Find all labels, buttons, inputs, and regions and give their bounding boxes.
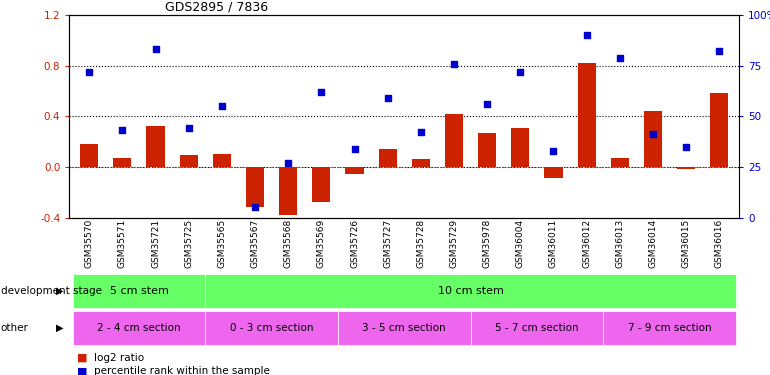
Text: GSM35568: GSM35568 bbox=[283, 219, 293, 268]
Point bbox=[182, 125, 195, 131]
Text: GSM35567: GSM35567 bbox=[250, 219, 259, 268]
Text: GSM35565: GSM35565 bbox=[217, 219, 226, 268]
Text: other: other bbox=[1, 323, 28, 333]
Text: GSM36014: GSM36014 bbox=[648, 219, 658, 268]
Bar bbox=[677, 167, 695, 170]
Text: GSM35726: GSM35726 bbox=[350, 219, 359, 268]
Text: GSM35725: GSM35725 bbox=[184, 219, 193, 268]
Bar bbox=[338, 311, 470, 345]
Text: ■: ■ bbox=[77, 366, 88, 375]
Text: GSM36004: GSM36004 bbox=[516, 219, 525, 268]
Text: ▶: ▶ bbox=[55, 286, 63, 296]
Text: GSM35570: GSM35570 bbox=[85, 219, 94, 268]
Bar bbox=[179, 156, 198, 167]
Point bbox=[415, 129, 427, 135]
Bar bbox=[72, 274, 206, 308]
Point bbox=[514, 69, 527, 75]
Point bbox=[581, 32, 593, 38]
Point bbox=[282, 160, 294, 166]
Title: GDS2895 / 7836: GDS2895 / 7836 bbox=[165, 1, 268, 14]
Text: GSM35727: GSM35727 bbox=[383, 219, 392, 268]
Bar bbox=[206, 274, 736, 308]
Text: GSM35728: GSM35728 bbox=[417, 219, 425, 268]
Point bbox=[216, 103, 228, 109]
Bar bbox=[206, 311, 338, 345]
Point bbox=[249, 204, 261, 210]
Point bbox=[481, 101, 494, 107]
Bar bbox=[578, 63, 596, 167]
Bar bbox=[544, 167, 563, 178]
Text: GSM36015: GSM36015 bbox=[681, 219, 691, 268]
Text: development stage: development stage bbox=[1, 286, 102, 296]
Text: GSM36012: GSM36012 bbox=[582, 219, 591, 268]
Text: ■: ■ bbox=[77, 353, 88, 363]
Text: log2 ratio: log2 ratio bbox=[94, 353, 144, 363]
Point bbox=[116, 128, 129, 134]
Point bbox=[647, 132, 659, 138]
Bar bbox=[279, 167, 297, 215]
Point bbox=[149, 46, 162, 53]
Point bbox=[448, 61, 460, 67]
Bar bbox=[511, 128, 530, 167]
Text: 3 - 5 cm section: 3 - 5 cm section bbox=[363, 323, 446, 333]
Text: GSM35729: GSM35729 bbox=[450, 219, 458, 268]
Text: GSM36011: GSM36011 bbox=[549, 219, 558, 268]
Text: GSM35978: GSM35978 bbox=[483, 219, 492, 268]
Text: GSM36013: GSM36013 bbox=[615, 219, 624, 268]
Text: 10 cm stem: 10 cm stem bbox=[437, 286, 504, 296]
Point bbox=[680, 144, 692, 150]
Point bbox=[83, 69, 95, 75]
Text: 5 cm stem: 5 cm stem bbox=[109, 286, 169, 296]
Text: GSM36016: GSM36016 bbox=[715, 219, 724, 268]
Bar bbox=[611, 158, 629, 167]
Text: 5 - 7 cm section: 5 - 7 cm section bbox=[495, 323, 579, 333]
Bar bbox=[470, 311, 603, 345]
Bar bbox=[246, 167, 264, 207]
Text: GSM35569: GSM35569 bbox=[316, 219, 326, 268]
Bar bbox=[213, 154, 231, 167]
Point bbox=[713, 48, 725, 54]
Point bbox=[614, 54, 626, 60]
Bar bbox=[379, 149, 397, 167]
Bar bbox=[412, 159, 430, 167]
Point bbox=[547, 148, 560, 154]
Text: GSM35721: GSM35721 bbox=[151, 219, 160, 268]
Bar bbox=[113, 158, 132, 167]
Bar bbox=[710, 93, 728, 167]
Bar bbox=[146, 126, 165, 167]
Point bbox=[315, 89, 327, 95]
Bar bbox=[312, 167, 330, 202]
Point bbox=[381, 95, 393, 101]
Text: percentile rank within the sample: percentile rank within the sample bbox=[94, 366, 270, 375]
Bar bbox=[603, 311, 736, 345]
Text: 7 - 9 cm section: 7 - 9 cm section bbox=[628, 323, 711, 333]
Bar bbox=[478, 133, 497, 167]
Bar bbox=[72, 311, 206, 345]
Point bbox=[348, 146, 360, 152]
Text: 0 - 3 cm section: 0 - 3 cm section bbox=[230, 323, 313, 333]
Bar bbox=[346, 167, 363, 174]
Bar bbox=[80, 144, 99, 167]
Text: ▶: ▶ bbox=[55, 323, 63, 333]
Bar bbox=[644, 111, 662, 167]
Text: GSM35571: GSM35571 bbox=[118, 219, 127, 268]
Text: 2 - 4 cm section: 2 - 4 cm section bbox=[97, 323, 181, 333]
Bar bbox=[445, 114, 463, 167]
